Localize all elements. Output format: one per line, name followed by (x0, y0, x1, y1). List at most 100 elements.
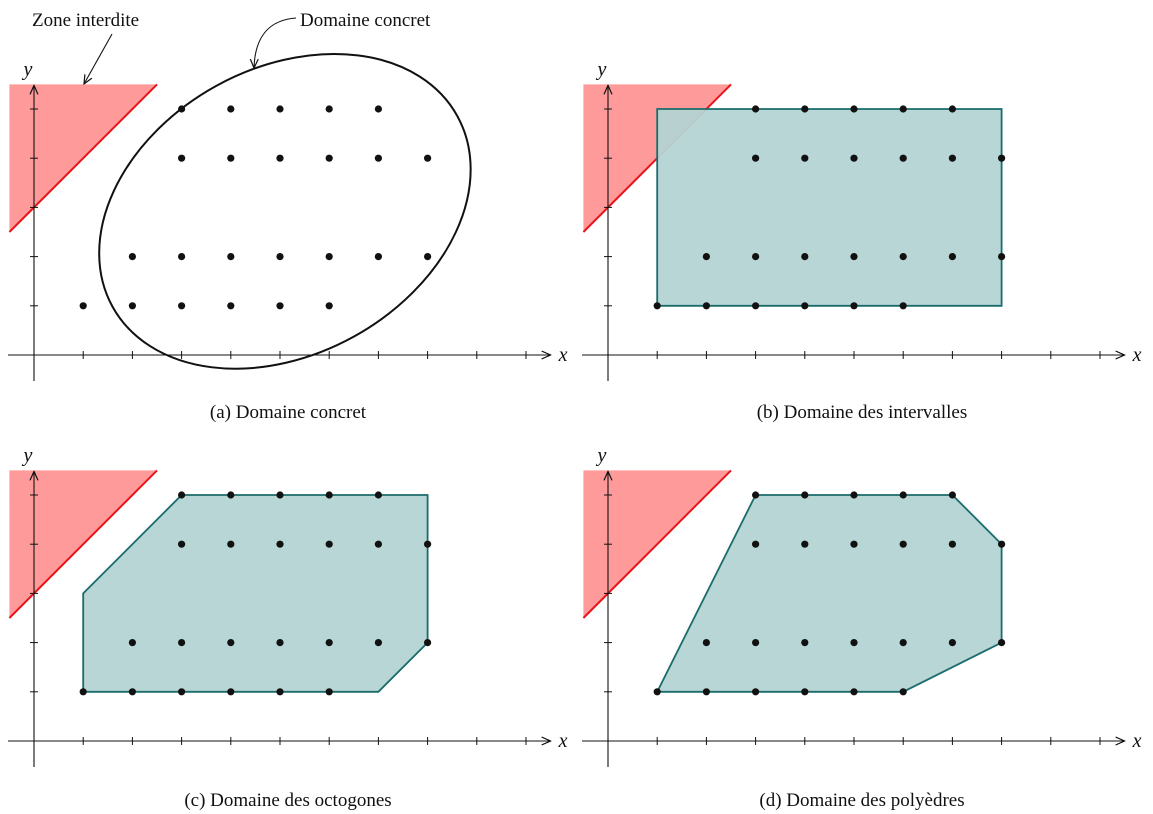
state-point (276, 540, 284, 548)
state-point (850, 302, 858, 310)
state-point (424, 154, 432, 162)
state-point (948, 154, 957, 162)
state-point (850, 639, 858, 647)
state-point (948, 105, 957, 113)
state-point (801, 154, 809, 162)
state-point (424, 639, 432, 647)
state-point (424, 253, 432, 261)
state-point (850, 105, 858, 113)
state-point (850, 688, 858, 696)
state-point (128, 639, 136, 647)
state-point (899, 491, 907, 499)
abstract-domain-shape (655, 494, 1003, 693)
state-point (653, 302, 661, 310)
state-point (801, 253, 809, 261)
state-point (948, 540, 957, 548)
arrow-forbidden-zone (84, 33, 113, 84)
y-axis-label: y (596, 58, 607, 80)
state-point (702, 253, 711, 261)
state-point (801, 688, 809, 696)
state-point (702, 302, 711, 310)
state-point (227, 639, 235, 647)
state-point (374, 491, 382, 499)
state-point (276, 154, 284, 162)
state-point (325, 253, 333, 261)
state-point (752, 639, 760, 647)
state-point (752, 302, 760, 310)
state-point (752, 105, 760, 113)
caption-c: (c) Domaine des octogones (184, 790, 391, 811)
panel-octagon-domain: xy (8, 444, 568, 767)
x-axis-label: x (1132, 730, 1142, 752)
forbidden-zone (9, 84, 158, 233)
state-point (178, 491, 186, 499)
state-point (227, 302, 235, 310)
state-point (374, 639, 382, 647)
abstract-domain-shape (82, 494, 429, 693)
state-point (276, 639, 284, 647)
state-point (128, 253, 136, 261)
x-axis-label: x (558, 730, 568, 752)
state-point (850, 253, 858, 261)
state-point (325, 639, 333, 647)
state-point (325, 154, 333, 162)
state-point (801, 639, 809, 647)
y-axis-label: y (596, 444, 607, 466)
panel-interval-domain: xy (582, 58, 1142, 381)
state-point (702, 688, 711, 696)
state-point (178, 540, 186, 548)
state-point (899, 688, 907, 696)
state-point (227, 688, 235, 696)
state-point (752, 253, 760, 261)
state-point (801, 105, 809, 113)
state-point (801, 491, 809, 499)
panel-polyhedra-domain: xy (582, 444, 1142, 767)
state-point (653, 688, 661, 696)
concrete-domain-ellipse (98, 52, 472, 370)
state-point (374, 105, 382, 113)
x-axis-label: x (558, 344, 568, 366)
state-point (374, 253, 382, 261)
y-axis-label: y (22, 58, 33, 80)
state-point (79, 688, 87, 696)
state-point (227, 491, 235, 499)
state-point (899, 154, 907, 162)
state-point (178, 639, 186, 647)
state-point (850, 491, 858, 499)
caption-d: (d) Domaine des polyèdres (759, 790, 964, 811)
state-point (702, 639, 711, 647)
state-point (276, 302, 284, 310)
state-point (752, 154, 760, 162)
state-point (128, 688, 136, 696)
state-point (374, 540, 382, 548)
state-point (998, 639, 1006, 647)
state-point (899, 540, 907, 548)
state-point (899, 105, 907, 113)
state-point (276, 253, 284, 261)
caption-b: (b) Domaine des intervalles (757, 402, 968, 423)
state-point (227, 540, 235, 548)
panel-concrete-domain: xy (8, 52, 568, 381)
x-axis-label: x (1132, 344, 1142, 366)
state-point (752, 540, 760, 548)
state-point (998, 540, 1006, 548)
y-axis-label: y (22, 444, 33, 466)
state-point (227, 105, 235, 113)
state-point (178, 105, 186, 113)
state-point (948, 639, 957, 647)
state-point (178, 302, 186, 310)
state-point (948, 491, 957, 499)
state-point (178, 688, 186, 696)
state-point (948, 253, 957, 261)
state-point (899, 639, 907, 647)
state-point (998, 253, 1006, 261)
state-point (850, 154, 858, 162)
state-point (325, 491, 333, 499)
state-point (276, 688, 284, 696)
label-concrete-domain: Domaine concret (300, 10, 431, 31)
state-point (801, 540, 809, 548)
state-point (178, 154, 186, 162)
arrow-concrete-domain (254, 17, 297, 68)
state-point (998, 154, 1006, 162)
